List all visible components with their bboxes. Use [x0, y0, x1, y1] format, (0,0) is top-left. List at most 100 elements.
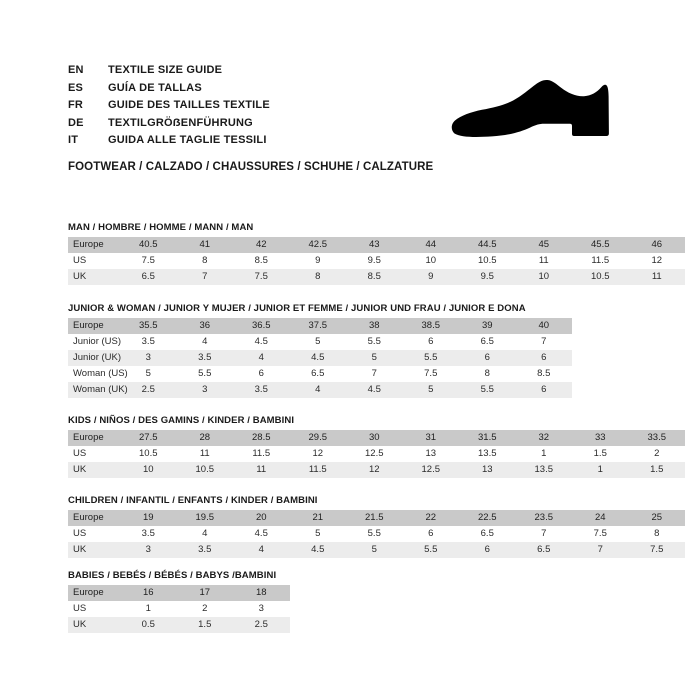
size-cell: 8.5 [346, 269, 403, 285]
size-table: Europe 40.5 41 42 42.5 43 44 44.5 45 45.5 46 US 7.5 8… [68, 237, 685, 285]
size-cell: 16 [120, 585, 177, 601]
table-header-row: Europe 35.5 36 36.5 37.5 38 38.5 39 40 [68, 318, 572, 334]
size-cell: 3.5 [120, 334, 177, 350]
size-cell: 8 [459, 366, 516, 382]
size-cell: 6 [515, 382, 572, 398]
size-cell: 8 [628, 526, 685, 542]
size-cell: 13 [459, 462, 516, 478]
size-cell: 38.5 [402, 318, 459, 334]
row-label: UK [68, 462, 120, 478]
size-cell: 6 [233, 366, 290, 382]
size-cell: 3.5 [233, 382, 290, 398]
size-cell: 4 [289, 382, 346, 398]
size-cell: 5 [289, 334, 346, 350]
size-cell: 0.5 [120, 617, 177, 633]
size-cell: 44 [402, 237, 459, 253]
size-cell: 10.5 [120, 446, 177, 462]
language-code: FR [68, 99, 84, 111]
size-section: CHILDREN / INFANTIL / ENFANTS / KINDER /… [68, 495, 685, 558]
row-label: UK [68, 542, 120, 558]
size-cell: 4.5 [346, 382, 403, 398]
size-cell: 38 [346, 318, 403, 334]
row-label: US [68, 253, 120, 269]
size-cell: 8 [176, 253, 233, 269]
size-cell: 3.5 [120, 526, 177, 542]
section-title: CHILDREN / INFANTIL / ENFANTS / KINDER /… [68, 495, 318, 506]
size-cell: 2.5 [120, 382, 177, 398]
size-cell: 7.5 [572, 526, 629, 542]
table-header-row: Europe 16 17 18 [68, 585, 290, 601]
language-row: ES GUÍA DE TALLAS [68, 80, 448, 98]
size-cell: 7 [572, 542, 629, 558]
table-row: Junior (US) 3.5 4 4.5 5 5.5 6 6.5 7 [68, 334, 572, 350]
size-cell: 4 [233, 350, 290, 366]
size-cell: 46 [628, 237, 685, 253]
size-cell: 6.5 [120, 269, 177, 285]
size-cell: 4 [176, 334, 233, 350]
size-cell: 13.5 [515, 462, 572, 478]
size-cell: 10.5 [176, 462, 233, 478]
size-cell: 32 [515, 430, 572, 446]
language-title: GUÍA DE TALLAS [108, 81, 202, 94]
size-cell: 4.5 [233, 334, 290, 350]
table-row: Woman (UK) 2.5 3 3.5 4 4.5 5 5.5 6 [68, 382, 572, 398]
size-cell: 5 [346, 350, 403, 366]
size-cell: 4 [176, 526, 233, 542]
language-heading-block: EN TEXTILE SIZE GUIDE ES GUÍA DE TALLAS FR GU… [68, 62, 448, 150]
size-cell: 6 [402, 526, 459, 542]
size-cell: 23.5 [515, 510, 572, 526]
language-title: TEXTILGRÖẞENFÜHRUNG [108, 116, 253, 129]
size-cell: 9.5 [459, 269, 516, 285]
row-label: Europe [68, 237, 120, 253]
size-cell: 7 [346, 366, 403, 382]
size-cell: 11.5 [233, 446, 290, 462]
size-cell: 6.5 [515, 542, 572, 558]
row-label: Europe [68, 510, 120, 526]
size-cell: 27.5 [120, 430, 177, 446]
size-cell: 7.5 [402, 366, 459, 382]
size-cell: 24 [572, 510, 629, 526]
size-cell: 5.5 [402, 542, 459, 558]
size-cell: 45.5 [572, 237, 629, 253]
dress-shoe-silhouette-icon [448, 78, 613, 148]
table-row: US 1 2 3 [68, 601, 290, 617]
size-section: JUNIOR & WOMAN / JUNIOR Y MUJER / JUNIOR… [68, 303, 572, 398]
size-cell: 7.5 [628, 542, 685, 558]
size-cell: 19.5 [176, 510, 233, 526]
row-label: Junior (UK) [68, 350, 121, 366]
language-code: ES [68, 81, 84, 94]
size-cell: 31 [402, 430, 459, 446]
table-row: Junior (UK) 3 3.5 4 4.5 5 5.5 6 6 [68, 350, 572, 366]
size-cell: 45 [515, 237, 572, 253]
row-label: Woman (UK) [68, 382, 128, 398]
size-cell: 7.5 [233, 269, 290, 285]
size-cell: 18 [233, 585, 290, 601]
size-cell: 11 [176, 446, 233, 462]
size-cell: 11 [233, 462, 290, 478]
size-cell: 1.5 [176, 617, 233, 633]
size-cell: 10 [120, 462, 177, 478]
table-row: UK 0.5 1.5 2.5 [68, 617, 290, 633]
size-cell: 12 [628, 253, 685, 269]
size-cell: 8.5 [515, 366, 572, 382]
size-cell: 5.5 [459, 382, 516, 398]
size-cell: 36 [176, 318, 233, 334]
language-title: TEXTILE SIZE GUIDE [108, 64, 223, 76]
size-cell: 2 [628, 446, 685, 462]
size-cell: 31.5 [459, 430, 516, 446]
size-cell: 5 [120, 366, 177, 382]
size-cell: 44.5 [459, 237, 516, 253]
size-cell: 1 [515, 446, 572, 462]
section-title: BABIES / BEBÉS / BÉBÉS / BABYS /BAMBINI [68, 570, 277, 581]
size-cell: 33 [572, 430, 629, 446]
row-label: Woman (US) [68, 366, 128, 382]
size-cell: 10.5 [572, 269, 629, 285]
size-cell: 41 [176, 237, 233, 253]
size-section: MAN / HOMBRE / HOMME / MANN / MAN Europe 4… [68, 222, 685, 285]
language-row: IT GUIDA ALLE TAGLIE TESSILI [68, 132, 448, 150]
size-cell: 11 [628, 269, 685, 285]
size-cell: 2 [176, 601, 233, 617]
size-cell: 30 [346, 430, 403, 446]
size-cell: 10.5 [459, 253, 516, 269]
